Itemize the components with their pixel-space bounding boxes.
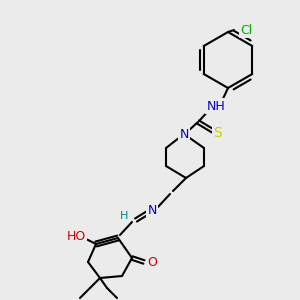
- Text: O: O: [147, 256, 157, 268]
- Text: H: H: [120, 211, 128, 221]
- Text: S: S: [214, 126, 222, 140]
- Text: HO: HO: [66, 230, 85, 242]
- Text: NH: NH: [207, 100, 225, 112]
- Text: N: N: [147, 203, 157, 217]
- Text: N: N: [179, 128, 189, 140]
- Text: Cl: Cl: [240, 23, 252, 37]
